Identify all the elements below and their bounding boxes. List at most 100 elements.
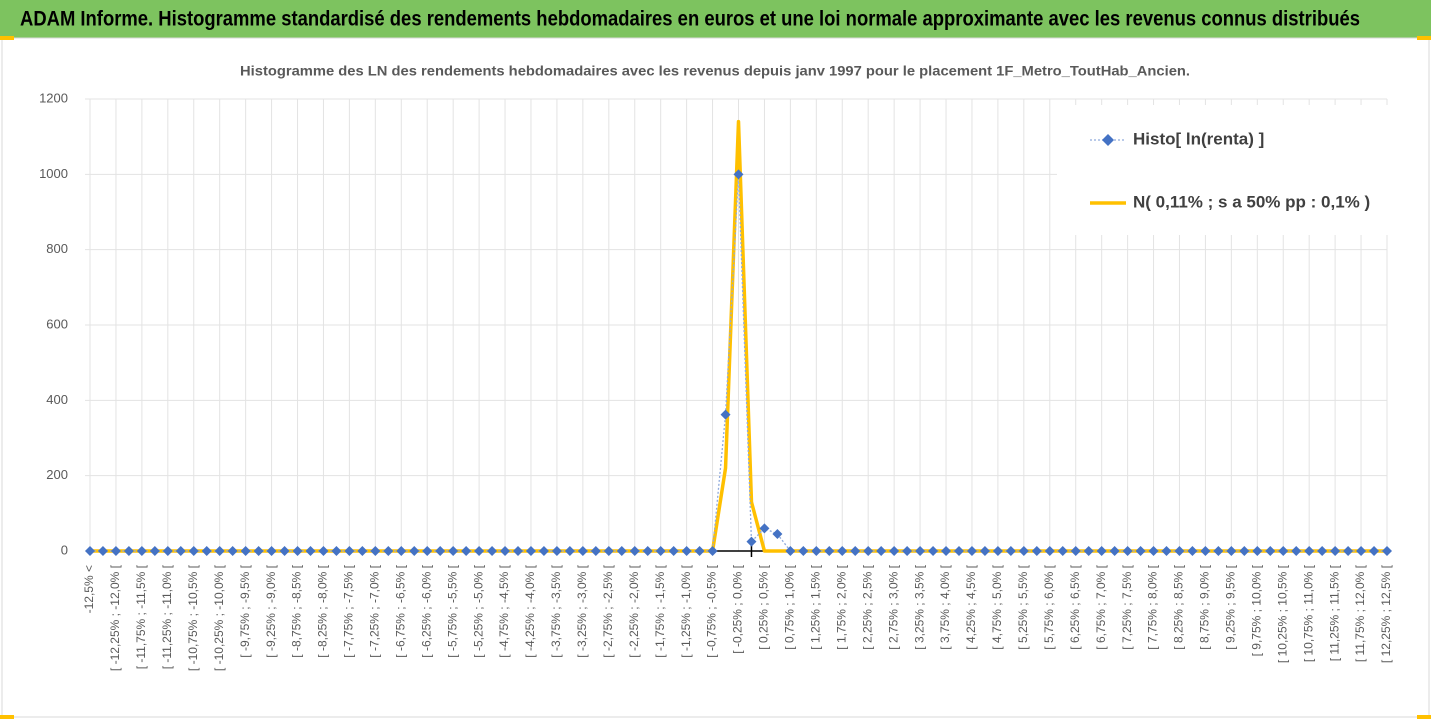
data-point [279,546,290,556]
data-point [889,546,900,556]
y-tick-label: 800 [46,241,68,256]
x-tick-label: [ 0,25% ; 0,5% [ [757,564,771,649]
data-point [746,536,757,547]
data-point [253,546,264,556]
data-point [448,546,459,556]
data-point [292,546,303,556]
data-point [1174,546,1185,556]
y-tick-label: 0 [61,542,68,557]
y-tick-label: 1000 [39,166,68,181]
x-tick-label: [ -5,75% ; -5,5% [ [445,564,459,657]
x-tick-label: [ 3,75% ; 4,0% [ [938,564,952,649]
x-tick-label: [ 6,75% ; 7,0% [ [1094,564,1108,649]
legend-marker [1102,134,1114,146]
data-point [525,546,536,556]
x-tick-label: [ -0,75% ; -0,5% [ [705,564,719,657]
x-tick-label: [ 9,75% ; 10,0% [ [1249,564,1263,656]
data-point [1356,546,1367,556]
data-point [850,546,861,556]
data-point [772,529,783,540]
data-point [1018,546,1029,556]
data-point [201,546,212,556]
data-point [383,546,394,556]
data-point [992,546,1003,556]
data-point [435,546,446,556]
x-tick-label: [ -11,25% ; -11,0% [ [160,564,174,669]
x-tick-label: [ -5,25% ; -5,0% [ [471,564,485,657]
data-point [487,546,498,556]
data-point [357,546,368,556]
x-tick-label: [ 8,25% ; 8,5% [ [1172,564,1186,649]
x-tick-label: [ 0,75% ; 1,0% [ [783,564,797,649]
data-point [979,546,990,556]
x-tick-label: [ 7,25% ; 7,5% [ [1120,564,1134,649]
data-point [720,409,731,420]
data-point [538,546,549,556]
data-point [474,546,485,556]
data-point [603,546,614,556]
data-point [136,546,147,556]
data-point [149,546,160,556]
data-point [188,546,199,556]
x-tick-label: [ -11,75% ; -11,5% [ [134,564,148,669]
data-point [318,546,329,556]
data-point [1070,546,1081,556]
data-point [1252,546,1263,556]
data-point [305,546,316,556]
data-point [1031,546,1042,556]
data-point [1343,546,1354,556]
x-tick-label: [ -6,75% ; -6,5% [ [393,564,407,657]
x-tick-label: [ -2,75% ; -2,5% [ [601,564,615,657]
data-point [97,546,108,556]
x-tick-label: [ -9,75% ; -9,5% [ [238,564,252,657]
data-point [577,546,588,556]
x-tick-label: [ -3,75% ; -3,5% [ [549,564,563,657]
data-point [1122,546,1133,556]
data-point [876,546,887,556]
x-tick-label: [ -3,25% ; -3,0% [ [575,564,589,657]
data-point [863,546,874,556]
data-point [681,546,692,556]
data-point [902,546,913,556]
data-point [1239,546,1250,556]
x-tick-label: [ 7,75% ; 8,0% [ [1146,564,1160,649]
data-point [590,546,601,556]
data-point [227,546,238,556]
data-point [1187,546,1198,556]
x-tick-label: [ 2,75% ; 3,0% [ [886,564,900,649]
data-point [616,546,627,556]
x-tick-label: [ 5,75% ; 6,0% [ [1042,564,1056,649]
x-tick-label: [ -0,25% ; 0,0% [ [731,564,745,653]
x-tick-label: [ -1,75% ; -1,5% [ [653,564,667,657]
data-point [837,546,848,556]
chart-title: Histogramme des LN des rendements hebdom… [240,63,1190,79]
x-tick-label: [ -10,25% ; -10,0% [ [212,564,226,671]
x-tick-label: [ 11,25% ; 11,5% [ [1327,564,1341,661]
y-tick-label: 400 [46,392,68,407]
data-point [461,546,472,556]
data-point [1096,546,1107,556]
legend-label: N( 0,11% ; s a 50% pp : 0,1% ) [1133,192,1370,211]
x-tick-label: [ 10,75% ; 11,0% [ [1301,564,1315,662]
x-tick-label: [ 11,75% ; 12,0% [ [1353,564,1367,662]
data-point [1304,546,1315,556]
x-tick-label: [ 1,25% ; 1,5% [ [808,564,822,649]
x-tick-label: [ 9,25% ; 9,5% [ [1224,564,1238,649]
data-point [162,546,173,556]
data-point [513,546,524,556]
y-tick-label: 1200 [39,90,68,105]
x-tick-label: [ 2,25% ; 2,5% [ [860,564,874,649]
data-point [966,546,977,556]
x-tick-label: [ -8,75% ; -8,5% [ [290,564,304,657]
data-point [1044,546,1055,556]
x-tick-label: [ 12,25% ; 12,5% [ [1379,564,1393,663]
data-point [85,546,95,556]
data-point [928,546,939,556]
data-point [396,546,407,556]
x-tick-label: [ -8,25% ; -8,0% [ [316,564,330,657]
x-tick-label: [ -7,25% ; -7,0% [ [368,564,382,657]
data-point [707,546,718,556]
data-point [1161,546,1172,556]
data-point [344,546,355,556]
